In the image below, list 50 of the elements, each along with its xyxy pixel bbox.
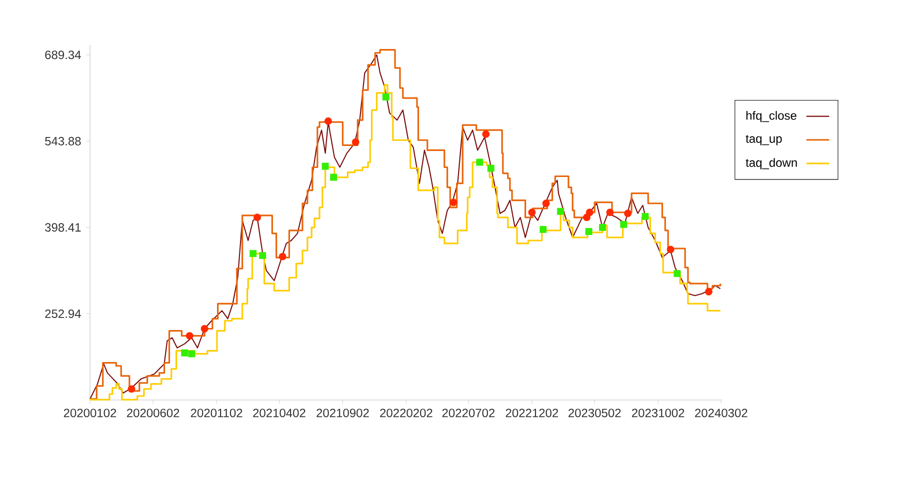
point: [674, 270, 681, 278]
x-tick-label: 20210902: [316, 408, 369, 418]
point: [482, 130, 490, 138]
point: [322, 162, 329, 170]
x-tick-label: 20230502: [568, 408, 621, 418]
x-tick-label: 20231002: [632, 408, 684, 418]
point: [642, 212, 649, 220]
point: [624, 210, 632, 218]
point: [599, 224, 606, 231]
point: [476, 158, 484, 166]
x-tick-label: 20210402: [253, 408, 306, 418]
point: [128, 385, 136, 393]
point: [250, 250, 257, 258]
point: [528, 208, 536, 216]
y-tick-label: 543.88: [45, 136, 81, 146]
x-tick-label: 20221202: [506, 408, 558, 418]
point: [487, 164, 494, 172]
point: [181, 349, 188, 356]
point: [542, 200, 550, 208]
legend-label: taq_down: [746, 158, 797, 170]
point: [278, 252, 286, 260]
y-tick-label: 252.94: [45, 309, 81, 318]
point: [382, 94, 390, 100]
point: [666, 246, 674, 254]
point: [330, 174, 338, 181]
point: [450, 198, 458, 206]
legend-label: hfq_close: [746, 110, 796, 122]
x-tick-label: 20240302: [695, 408, 748, 418]
point: [557, 208, 564, 215]
x-tick-label: 20200102: [64, 408, 116, 418]
y-tick-label: 398.41: [45, 223, 81, 232]
point: [188, 350, 196, 358]
point: [186, 332, 194, 340]
point: [200, 325, 208, 332]
x-tick-label: 20220202: [380, 408, 432, 418]
x-tick-label: 20201102: [190, 408, 242, 418]
point: [620, 220, 628, 228]
point: [704, 288, 712, 296]
point: [259, 252, 266, 260]
point: [324, 117, 332, 125]
legend-label: taq_up: [746, 134, 782, 146]
x-tick-label: 20220702: [442, 408, 495, 418]
y-tick-label: 689.34: [45, 50, 81, 60]
point: [585, 228, 592, 235]
point: [586, 208, 594, 216]
point: [352, 138, 360, 146]
point: [606, 208, 614, 216]
point: [540, 226, 547, 233]
x-tick-label: 20200602: [126, 408, 180, 418]
point: [253, 214, 261, 222]
